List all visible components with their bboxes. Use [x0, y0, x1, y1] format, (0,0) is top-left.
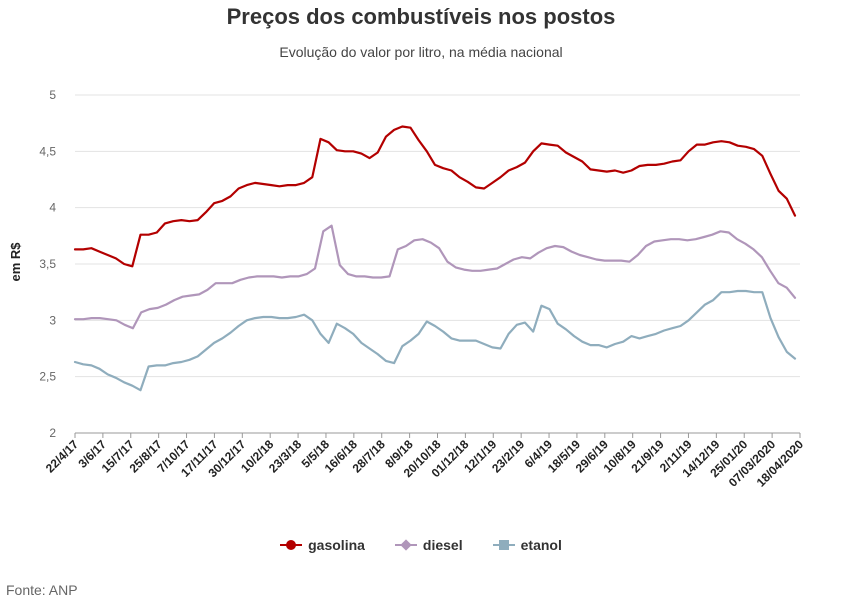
legend-item-gasolina[interactable]: gasolina: [280, 537, 365, 553]
legend-label-diesel: diesel: [422, 537, 463, 553]
y-tick-label: 3: [49, 313, 56, 327]
legend-item-diesel[interactable]: diesel: [394, 537, 463, 553]
legend: gasolina diesel etanol: [0, 537, 842, 553]
y-tick-label: 5: [49, 88, 56, 102]
y-tick-label: 3,5: [39, 257, 56, 271]
x-axis: 22/4/173/6/1715/7/1725/8/177/10/1717/11/…: [43, 433, 806, 490]
series-line-diesel[interactable]: [73, 224, 797, 330]
chart-title: Preços dos combustíveis nos postos: [226, 4, 616, 29]
grid-lines: [75, 94, 800, 434]
series-lines: [73, 125, 797, 392]
legend-label-gasolina: gasolina: [308, 537, 365, 553]
y-axis-ticks: 2 2,5 3 3,5 4 4,5 5: [39, 88, 56, 440]
series-line-gasolina[interactable]: [73, 125, 797, 268]
legend-swatch-diesel: [394, 538, 417, 552]
chart-subtitle: Evolução do valor por litro, na média na…: [279, 44, 563, 60]
y-tick-label: 2: [49, 426, 56, 440]
series-line-etanol[interactable]: [73, 289, 797, 392]
legend-item-etanol[interactable]: etanol: [492, 537, 562, 553]
legend-swatch-gasolina: [280, 538, 303, 552]
x-tick-label: 22/4/17: [43, 437, 81, 475]
y-tick-label: 4,5: [39, 144, 56, 158]
y-axis-label: em R$: [8, 242, 23, 282]
source-note: Fonte: ANP: [6, 582, 78, 598]
legend-label-etanol: etanol: [520, 537, 562, 553]
y-tick-label: 2,5: [39, 370, 56, 384]
legend-swatch-etanol: [492, 538, 515, 552]
y-tick-label: 4: [49, 201, 56, 215]
